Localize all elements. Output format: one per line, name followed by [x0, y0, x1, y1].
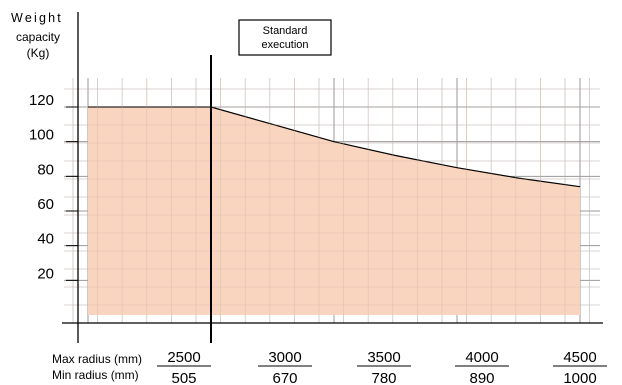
x-tick-max-label: 3500: [367, 349, 400, 366]
max-radius-row-label: Max radius (mm): [52, 352, 142, 366]
grid-overlay: [64, 78, 600, 324]
x-tick-min-label: 505: [171, 370, 196, 385]
capacity-line: [88, 106, 581, 188]
y-tick-label: 40: [37, 231, 54, 248]
x-tick-max-label: 3000: [268, 349, 301, 366]
annotation-line1: Standard: [263, 25, 308, 37]
x-tick-min-label: 670: [272, 370, 297, 385]
y-tick-label: 120: [29, 92, 54, 109]
x-tick-max-label: 4000: [465, 349, 498, 366]
annotation-line2: execution: [261, 39, 308, 51]
x-tick-max-label: 2500: [167, 349, 200, 366]
y-tick-label: 20: [37, 265, 54, 282]
x-tick-max-label: 4500: [563, 349, 596, 366]
x-tick-min-label: 780: [371, 370, 396, 385]
y-tick-label: 100: [29, 127, 54, 144]
axes: [62, 12, 603, 343]
standard-execution-annotation: Standard execution: [238, 19, 332, 56]
annotation-box: [238, 19, 332, 56]
x-tick-labels: 2500 505 3000 670 3500 780 4000 890 4500 1000: [157, 349, 607, 385]
y-tick-labels: 20 40 60 80 100 120: [29, 92, 78, 282]
y-tick-label: 60: [37, 196, 54, 213]
x-tick-min-label: 1000: [563, 370, 596, 385]
x-tick-min-label: 890: [469, 370, 494, 385]
y-axis-title-line3: (Kg): [27, 46, 50, 60]
plot-area: [64, 78, 600, 324]
min-radius-row-label: Min radius (mm): [52, 368, 139, 382]
y-axis-title-line2: capacity: [16, 30, 60, 44]
y-tick-label: 80: [37, 161, 54, 178]
y-axis-title-line1: Weight: [11, 11, 63, 25]
